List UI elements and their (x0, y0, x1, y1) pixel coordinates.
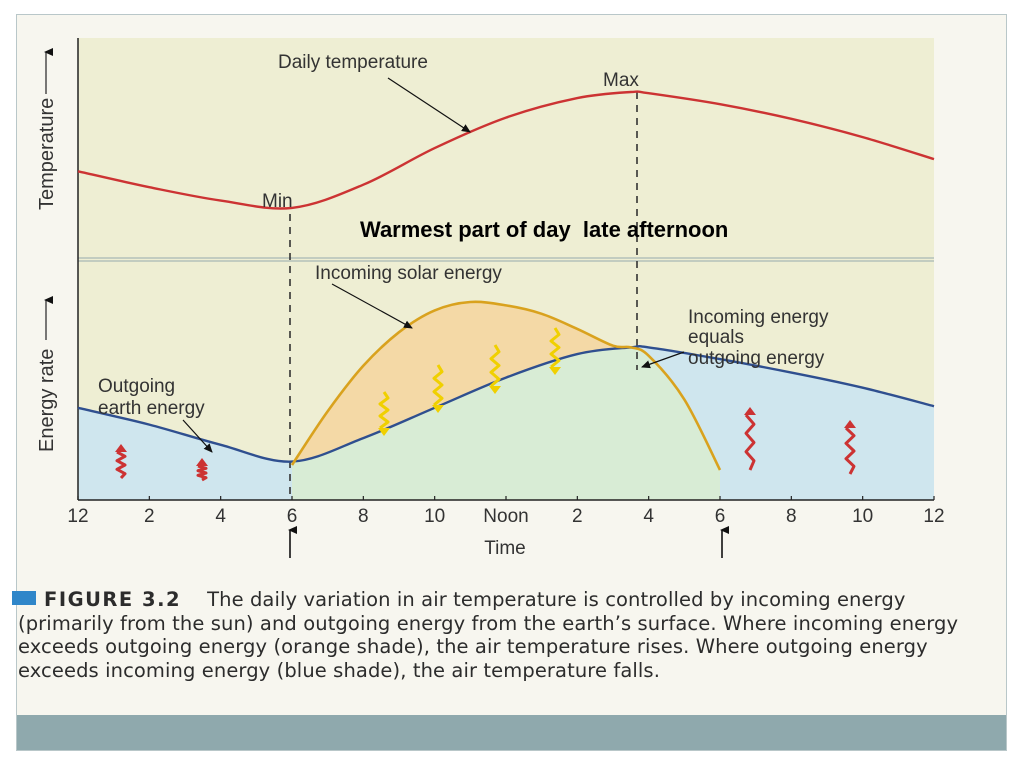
earth-energy-arrow-icon (744, 407, 756, 471)
equals-label-line3: outgoing energy (688, 348, 825, 369)
temperature-axis-text: Temperature (36, 98, 58, 210)
energy-rate-axis-text: Energy rate (36, 349, 58, 452)
outgoing-label-line2: earth energy (98, 398, 205, 419)
solar-energy-arrow-icon (489, 344, 501, 394)
x-tick-label: 10 (852, 506, 873, 527)
x-tick-label: 12 (67, 506, 88, 527)
energy-rate-axis-label: Energy rate (36, 296, 58, 452)
x-tick-label: 2 (572, 506, 583, 527)
earth-energy-arrow-icon (115, 444, 127, 480)
solar-energy-arrow-icon (378, 391, 390, 436)
x-axis-title: Time (484, 538, 526, 559)
warmest-part-callout: Warmest part of day late afternoon (360, 217, 728, 242)
x-tick-label: 6 (715, 506, 726, 527)
incoming-solar-energy-line (290, 300, 722, 471)
outgoing-label-line1: Outgoing (98, 376, 175, 397)
temperature-panel-bg (78, 38, 934, 260)
temperature-axis-label: Temperature (36, 48, 58, 210)
x-tick-label: 10 (424, 506, 445, 527)
min-label: Min (262, 191, 293, 212)
slide-footer-bar (17, 715, 1006, 750)
caption-text: The daily variation in air temperature i… (18, 588, 959, 682)
figure-caption: FIGURE 3.2 The daily variation in air tem… (12, 588, 978, 682)
earth-energy-arrow-icon (196, 458, 208, 482)
max-label: Max (603, 70, 639, 91)
incoming-solar-energy-label: Incoming solar energy (315, 263, 502, 284)
equals-pointer (641, 351, 685, 369)
daily-temperature-line (77, 90, 935, 210)
outgoing-pointer (182, 419, 213, 453)
x-tick-label: 4 (215, 506, 226, 527)
earth-energy-arrow-icon (844, 420, 856, 475)
solar-energy-arrow-icon (549, 327, 561, 375)
equals-label-line2: equals (688, 327, 744, 348)
x-tick-label: 12 (923, 506, 944, 527)
x-tick-label: 8 (358, 506, 369, 527)
incoming-solar-pointer (331, 283, 413, 329)
energy-flow-arrows (115, 327, 856, 482)
x-axis-tick-labels: 12 2 4 6 8 10 Noon 2 4 6 8 10 12 (67, 506, 944, 527)
x-axis-tick-marks (77, 496, 935, 500)
outgoing-earth-energy-line (77, 345, 935, 463)
figure-number: FIGURE 3.2 (44, 588, 182, 611)
figure-marker-square (12, 591, 36, 605)
x-tick-label: 2 (144, 506, 155, 527)
x-tick-label: 4 (643, 506, 654, 527)
x-tick-label: 6 (287, 506, 298, 527)
x-tick-label: Noon (483, 506, 528, 527)
daily-temperature-label: Daily temperature (278, 52, 428, 73)
equals-label-line1: Incoming energy (688, 307, 829, 328)
solar-energy-arrow-icon (432, 364, 444, 413)
balanced-energy-shade (292, 347, 720, 500)
x-tick-label: 8 (786, 506, 797, 527)
incoming-excess-shade (292, 301, 631, 465)
daily-temperature-pointer (387, 77, 471, 133)
